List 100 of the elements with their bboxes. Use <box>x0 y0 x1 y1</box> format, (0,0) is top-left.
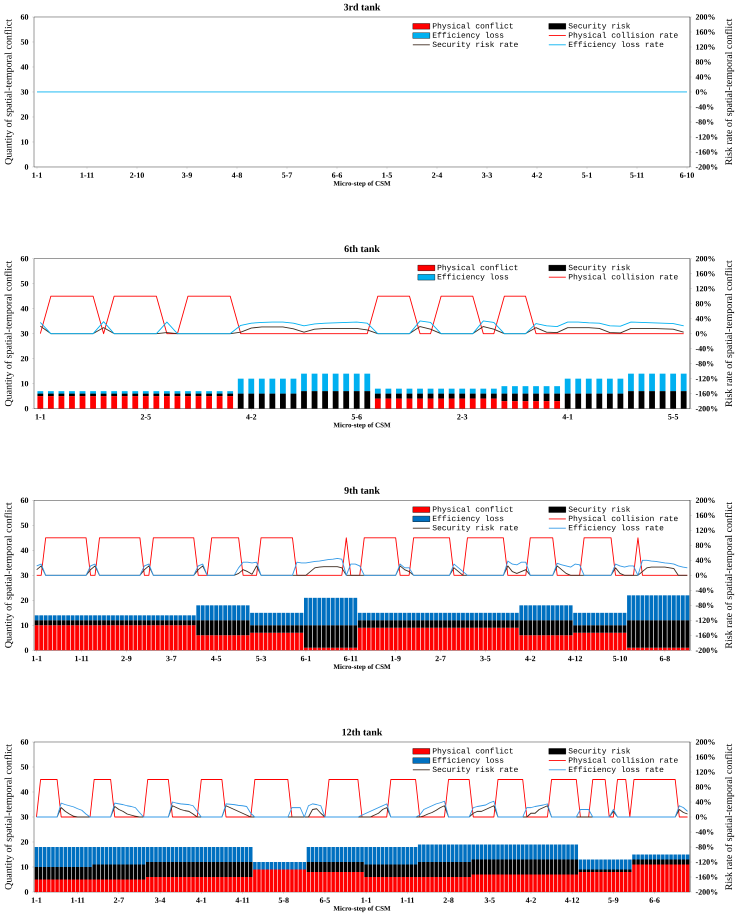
bar <box>595 869 599 872</box>
bar <box>68 866 72 880</box>
bar <box>522 386 528 394</box>
bar <box>450 844 454 862</box>
bar <box>153 391 160 394</box>
bar <box>162 846 166 862</box>
bar <box>568 620 573 636</box>
bar <box>512 859 516 874</box>
chart-title: 6th tank <box>344 245 380 252</box>
bar <box>358 628 362 650</box>
bar <box>554 844 558 860</box>
bar <box>100 396 107 409</box>
bar <box>448 394 455 399</box>
bar <box>212 876 216 892</box>
bar <box>169 615 174 620</box>
bar <box>336 862 340 872</box>
bar <box>467 862 471 877</box>
bar <box>389 846 393 864</box>
bar <box>122 396 128 409</box>
bar <box>238 378 244 394</box>
bar <box>428 388 434 394</box>
bar <box>228 862 232 877</box>
bar <box>187 846 191 862</box>
bar <box>371 628 376 650</box>
bar <box>376 876 380 892</box>
bar <box>48 625 52 650</box>
bar <box>360 846 364 862</box>
bar <box>501 394 508 402</box>
bar <box>69 391 75 394</box>
bar <box>348 862 352 872</box>
bar <box>374 398 381 409</box>
bar <box>430 862 434 877</box>
bar <box>455 862 459 877</box>
bar <box>96 846 100 864</box>
bar <box>578 859 582 870</box>
bar <box>628 859 632 870</box>
bar <box>393 846 397 864</box>
bar <box>132 394 138 396</box>
bar <box>546 620 550 636</box>
bar <box>58 396 64 409</box>
bar <box>490 398 497 409</box>
bar <box>519 605 524 620</box>
bar <box>512 874 516 892</box>
bar <box>380 612 384 620</box>
bar <box>380 876 384 892</box>
bar <box>200 620 205 636</box>
bar <box>376 628 380 650</box>
bar <box>125 846 129 864</box>
bar <box>164 620 169 626</box>
bar <box>492 859 496 874</box>
bar <box>438 876 442 892</box>
bar <box>212 862 216 877</box>
bar <box>661 854 665 860</box>
bar <box>459 876 463 892</box>
bar <box>352 872 356 892</box>
bar <box>542 620 546 636</box>
bar <box>48 391 54 394</box>
bar <box>44 625 48 650</box>
bar <box>196 394 202 396</box>
y2-axis-title: Risk rate of spatial-temporal conflict <box>724 744 734 890</box>
bar <box>672 620 676 648</box>
bar <box>178 615 182 620</box>
bar <box>142 846 146 864</box>
bar <box>174 615 178 620</box>
bar <box>566 874 570 892</box>
bar <box>336 846 340 862</box>
bar <box>418 862 422 877</box>
bar <box>352 862 356 872</box>
bar <box>566 859 570 874</box>
bar <box>438 394 444 399</box>
bar <box>206 391 212 394</box>
bar <box>154 862 158 877</box>
bar <box>108 879 112 892</box>
bar <box>417 398 423 409</box>
bar <box>533 874 537 892</box>
bar <box>397 846 401 864</box>
bar <box>59 866 63 880</box>
bar <box>170 862 174 877</box>
bar <box>326 625 330 648</box>
bar <box>178 846 182 862</box>
bar <box>185 396 191 409</box>
bar <box>270 862 274 870</box>
bar <box>500 874 504 892</box>
bar <box>372 876 376 892</box>
bar <box>417 394 423 399</box>
bar <box>38 879 42 892</box>
bar <box>210 605 214 620</box>
bar <box>564 620 568 636</box>
bar <box>628 374 634 392</box>
bar <box>665 854 669 860</box>
bar <box>636 859 640 864</box>
bar <box>632 854 636 860</box>
bar <box>516 874 520 892</box>
bar <box>156 625 160 650</box>
bar <box>223 635 228 650</box>
bar <box>484 844 488 860</box>
bar <box>224 876 228 892</box>
bar <box>480 398 486 409</box>
bar <box>529 844 533 860</box>
bar <box>34 846 38 867</box>
